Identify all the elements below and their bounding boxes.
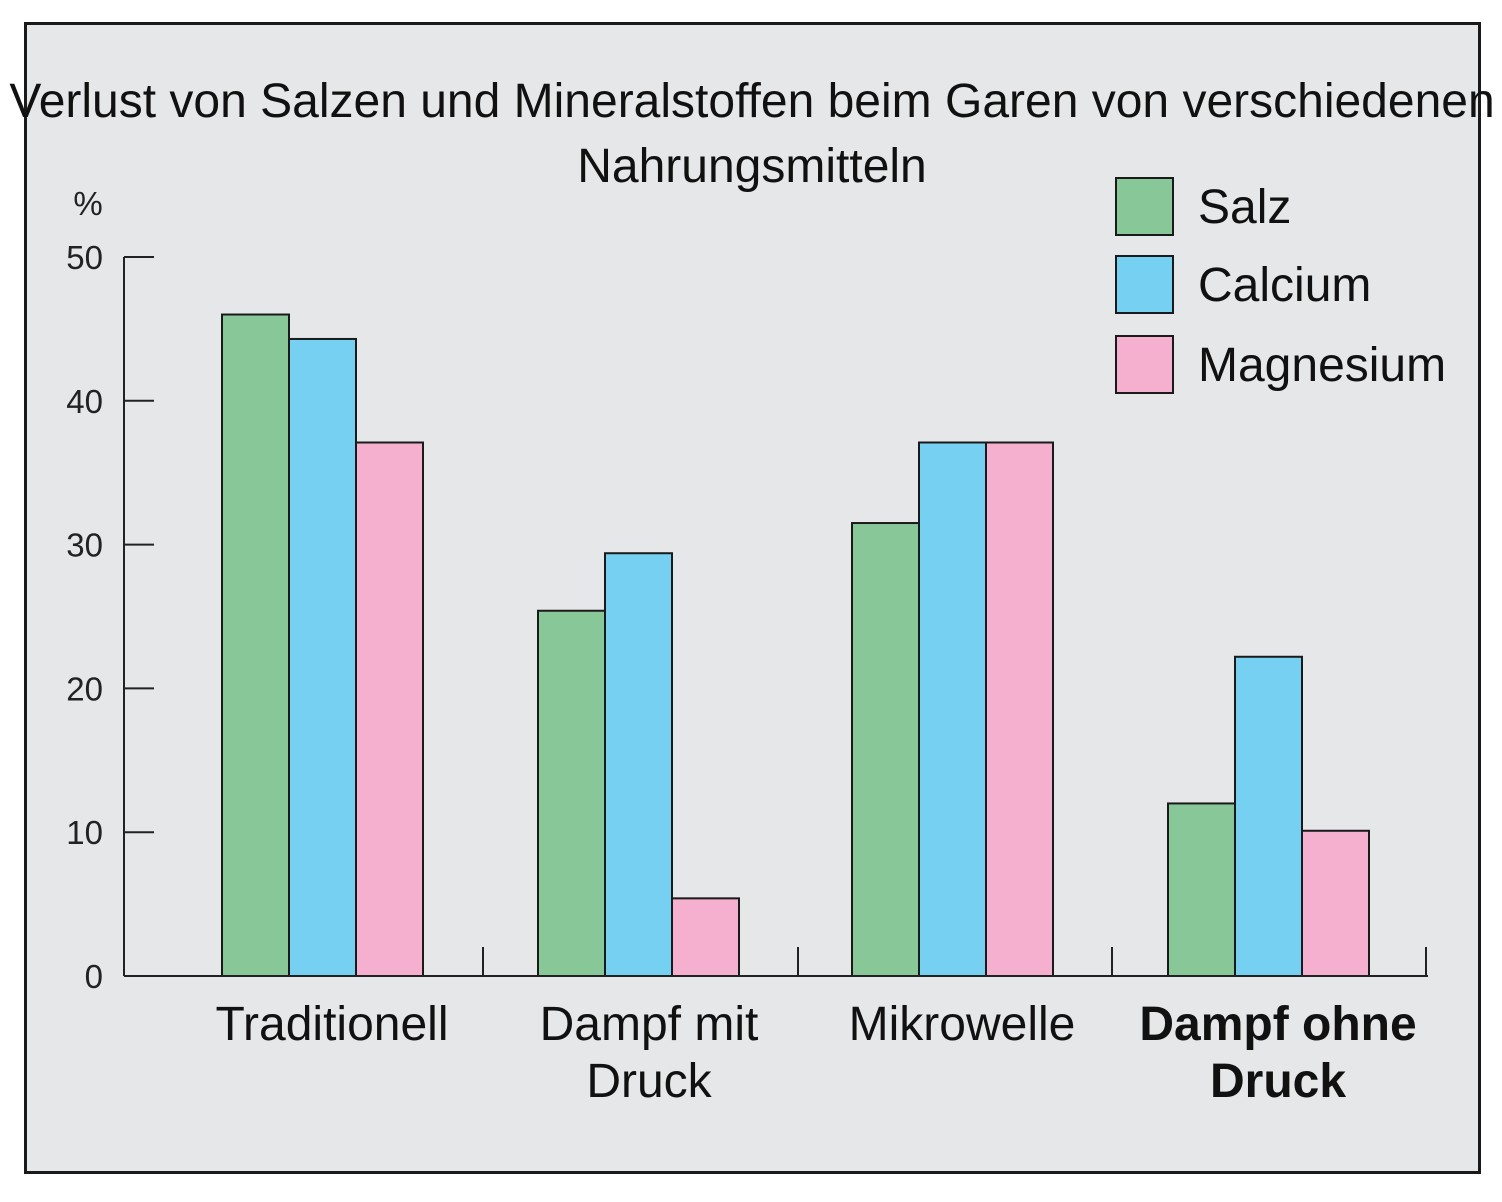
y-tick-label: 10 (66, 814, 103, 851)
y-tick-label: 40 (66, 383, 103, 420)
bar-salz-4 (1167, 802, 1236, 977)
y-tick-label: 50 (66, 239, 103, 276)
y-axis-label: % (73, 185, 102, 222)
x-category-label: Mikrowelle (849, 998, 1076, 1051)
legend-label-salz: Salz (1198, 181, 1291, 234)
bar-calcium-2 (604, 552, 673, 978)
legend-swatch-magnesium (1115, 335, 1174, 394)
bar-magnesium-2 (671, 897, 740, 978)
legend-label-calcium: Calcium (1198, 259, 1371, 312)
x-axis-dividers (482, 947, 1427, 976)
chart-title-line1: Verlust von Salzen und Mineralstoffen be… (9, 75, 1494, 128)
x-category-label: Traditionell (216, 998, 449, 1051)
y-tick-label: 20 (66, 670, 103, 707)
bar-salz-2 (537, 609, 606, 977)
legend: Salz Calcium Magnesium (1115, 177, 1446, 394)
x-category-label: Dampf ohne (1139, 998, 1416, 1051)
chart-title-line2: Nahrungsmitteln (577, 140, 927, 193)
legend-swatch-calcium (1115, 255, 1174, 314)
bar-salz-3 (851, 522, 920, 978)
bar-calcium-3 (918, 441, 987, 977)
bar-salz-1 (221, 313, 290, 977)
bar-calcium-1 (288, 337, 357, 977)
y-tick-label: 30 (66, 527, 103, 564)
x-category-label-line2: Druck (1210, 1055, 1346, 1108)
x-category-label: Dampf mit (540, 998, 759, 1051)
legend-label-magnesium: Magnesium (1198, 339, 1446, 392)
legend-swatch-salz (1115, 177, 1174, 236)
bar-calcium-4 (1234, 655, 1303, 977)
bar-magnesium-3 (985, 441, 1054, 977)
bar-magnesium-1 (355, 441, 424, 977)
x-category-label-line2: Druck (586, 1055, 712, 1108)
y-tick-label: 0 (85, 958, 103, 995)
bars (221, 313, 1370, 978)
bar-magnesium-4 (1301, 829, 1370, 978)
y-axis-ticks: 0 10 20 30 40 50 (66, 239, 154, 995)
